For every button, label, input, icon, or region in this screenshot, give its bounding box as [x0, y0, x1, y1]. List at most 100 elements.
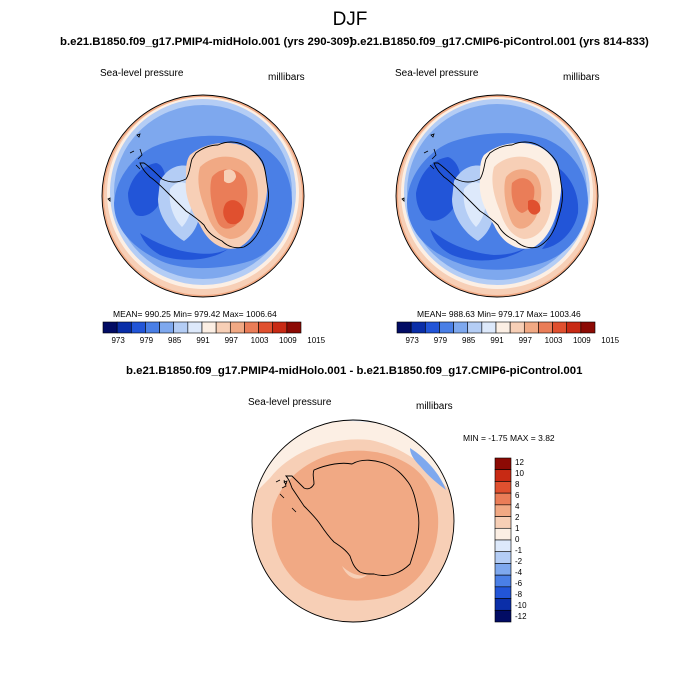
peninsula-islands	[275, 479, 297, 513]
colorbar-box	[494, 457, 512, 471]
colorbar-box	[494, 469, 512, 482]
colorbar-box	[286, 321, 302, 334]
colorbar-box	[201, 321, 217, 334]
colorbar-tick-label: 1003	[250, 336, 269, 345]
difference-stats: MIN = -1.75 MAX = 3.82	[463, 433, 555, 443]
map-band	[252, 420, 454, 498]
colorbar-tick-label: 973	[111, 336, 125, 345]
antarctica-coastline	[433, 141, 563, 249]
map-low-region	[140, 233, 228, 260]
difference-case-title: b.e21.B1850.f09_g17.PMIP4-midHolo.001 - …	[126, 365, 583, 377]
colorbar-tick-label: 6	[515, 491, 520, 501]
colorbar-box	[494, 504, 512, 517]
colorbar-tick-label: 10	[515, 469, 524, 479]
left-polar-map	[101, 94, 305, 298]
colorbar-tick-label: 997	[224, 336, 238, 345]
colorbar-box	[494, 492, 512, 506]
right-case-title: b.e21.B1850.f09_g17.CMIP6-piControl.001 …	[350, 36, 649, 48]
colorbar-box	[580, 321, 596, 334]
difference-positive-field	[271, 450, 439, 601]
colorbar-box	[494, 574, 512, 588]
colorbar-tick-label: 979	[433, 336, 448, 345]
colorbar-tick-label: -1	[515, 545, 523, 555]
left-colorbar-labels: 973 979 985 991 997 1003 1009 1015	[103, 336, 325, 348]
colorbar-box	[173, 321, 189, 334]
colorbar-tick-label: 991	[196, 336, 210, 345]
colorbar-tick-label: 985	[462, 336, 476, 345]
colorbar-tick-label: 991	[490, 336, 504, 345]
colorbar-box	[229, 321, 245, 334]
right-units-label: millibars	[563, 72, 600, 83]
peninsula-islands	[129, 148, 143, 170]
colorbar-tick-label: -10	[515, 600, 527, 610]
colorbar-box	[523, 321, 539, 334]
right-stats: MEAN= 988.63 Min= 979.17 Max= 1003.46	[417, 309, 581, 319]
colorbar-tick-label: 973	[405, 336, 419, 345]
map-boundary	[251, 419, 455, 623]
colorbar-box	[116, 321, 132, 334]
colorbar-box	[538, 321, 553, 334]
colorbar-tick-label: 997	[518, 336, 532, 345]
right-variable-label: Sea-level pressure	[395, 68, 479, 79]
colorbar-box	[566, 321, 582, 334]
colorbar-tick-label: 4	[515, 502, 520, 512]
colorbar-box	[494, 586, 512, 599]
colorbar-tick-label: 8	[515, 480, 520, 490]
colorbar-box	[494, 609, 512, 623]
map-band	[410, 448, 446, 490]
colorbar-tick-label: 0	[515, 535, 520, 544]
left-colorbar	[102, 321, 302, 334]
colorbar-box	[130, 321, 146, 334]
colorbar-tick-label: -8	[515, 589, 523, 599]
difference-polar-map	[251, 419, 455, 623]
difference-variable-label: Sea-level pressure	[248, 397, 332, 408]
map-boundary	[101, 94, 305, 298]
colorbar-tick-label: 12	[515, 458, 524, 468]
antarctica-field	[224, 169, 236, 184]
colorbar-box	[215, 321, 231, 334]
left-units-label: millibars	[268, 72, 305, 83]
difference-colorbar	[494, 457, 512, 623]
colorbar-tick-label: 979	[139, 336, 154, 345]
colorbar-box	[494, 481, 512, 494]
colorbar-tick-label: 1003	[544, 336, 563, 345]
colorbar-box	[102, 321, 118, 334]
colorbar-box	[187, 321, 203, 334]
colorbar-box	[453, 321, 469, 334]
map-boundary	[395, 94, 599, 298]
colorbar-box	[439, 321, 454, 334]
colorbar-box	[494, 516, 512, 529]
colorbar-box	[509, 321, 525, 334]
colorbar-box	[410, 321, 426, 334]
colorbar-tick-label: 1015	[601, 336, 620, 345]
colorbar-box	[272, 321, 288, 334]
colorbar-box	[396, 321, 412, 334]
colorbar-tick-label: 985	[168, 336, 182, 345]
left-case-title: b.e21.B1850.f09_g17.PMIP4-midHolo.001 (y…	[60, 36, 354, 48]
colorbar-box	[495, 321, 511, 334]
colorbar-tick-label: 1	[515, 524, 520, 534]
colorbar-tick-label: -4	[515, 567, 523, 577]
right-colorbar	[396, 321, 596, 334]
colorbar-box	[494, 527, 512, 541]
difference-units-label: millibars	[416, 401, 453, 412]
map-low-region	[542, 159, 579, 249]
colorbar-tick-label: -2	[515, 556, 523, 566]
colorbar-tick-label: -6	[515, 578, 523, 588]
colorbar-box	[467, 321, 483, 334]
left-variable-label: Sea-level pressure	[100, 68, 184, 79]
colorbar-box	[145, 321, 160, 334]
colorbar-box	[481, 321, 497, 334]
sub-antarctic-islands	[107, 133, 141, 202]
figure-title: DJF	[332, 9, 368, 30]
colorbar-box	[494, 563, 512, 576]
colorbar-box	[552, 321, 568, 334]
peninsula-islands	[423, 148, 437, 170]
colorbar-tick-label: 1009	[278, 336, 297, 345]
sub-antarctic-islands	[283, 480, 288, 485]
colorbar-tick-label: 1015	[307, 336, 326, 345]
colorbar-tick-label: -12	[515, 611, 527, 621]
map-low-region	[128, 163, 166, 217]
colorbar-box	[244, 321, 259, 334]
antarctica-field	[528, 199, 541, 215]
